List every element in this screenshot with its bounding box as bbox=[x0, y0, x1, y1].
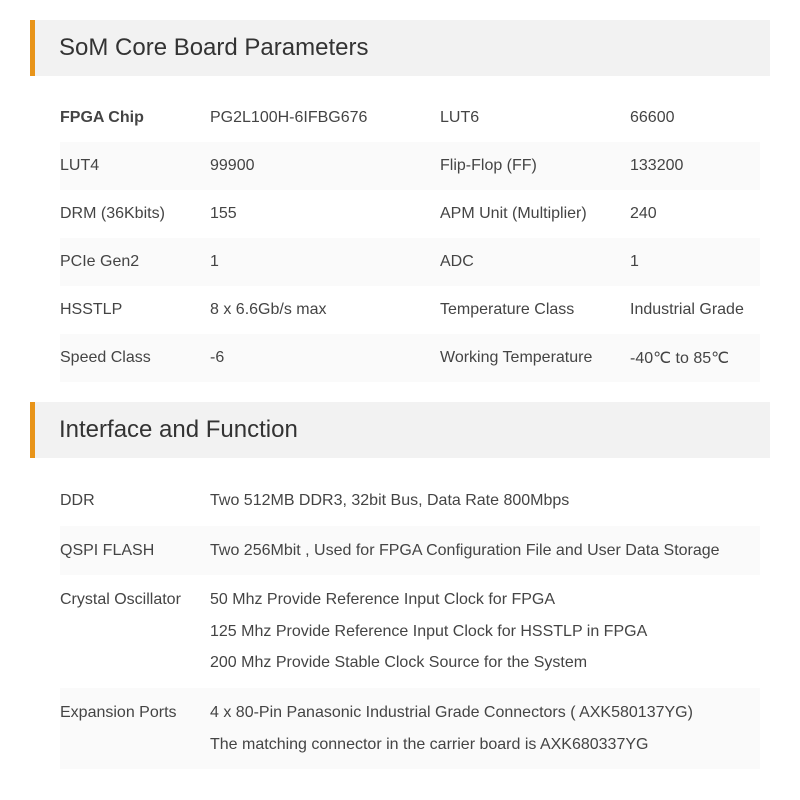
param-row: HSSTLP 8 x 6.6Gb/s max Temperature Class… bbox=[60, 286, 760, 334]
interface-table: DDR Two 512MB DDR3, 32bit Bus, Data Rate… bbox=[30, 476, 770, 769]
iface-line: Two 256Mbit , Used for FPGA Configuratio… bbox=[210, 540, 760, 562]
section-header-interface: Interface and Function bbox=[30, 402, 770, 458]
param-label: DRM (36Kbits) bbox=[60, 205, 210, 223]
param-value: Industrial Grade bbox=[630, 301, 760, 319]
iface-line: 125 Mhz Provide Reference Input Clock fo… bbox=[210, 621, 760, 643]
param-value: 1 bbox=[210, 253, 440, 271]
iface-line: The matching connector in the carrier bo… bbox=[210, 734, 760, 756]
param-row: FPGA Chip PG2L100H-6IFBG676 LUT6 66600 bbox=[60, 94, 760, 142]
iface-row: Expansion Ports 4 x 80-Pin Panasonic Ind… bbox=[60, 688, 760, 769]
section-header-params: SoM Core Board Parameters bbox=[30, 20, 770, 76]
param-row: LUT4 99900 Flip-Flop (FF) 133200 bbox=[60, 142, 760, 190]
iface-value: 50 Mhz Provide Reference Input Clock for… bbox=[210, 589, 760, 674]
section-title: Interface and Function bbox=[59, 416, 298, 444]
param-value: 66600 bbox=[630, 109, 760, 127]
param-label: Flip-Flop (FF) bbox=[440, 157, 630, 175]
param-label: Speed Class bbox=[60, 349, 210, 367]
params-table: FPGA Chip PG2L100H-6IFBG676 LUT6 66600 L… bbox=[30, 94, 770, 402]
iface-line: 4 x 80-Pin Panasonic Industrial Grade Co… bbox=[210, 702, 760, 724]
iface-row: Crystal Oscillator 50 Mhz Provide Refere… bbox=[60, 575, 760, 688]
param-value: 240 bbox=[630, 205, 760, 223]
iface-value: Two 512MB DDR3, 32bit Bus, Data Rate 800… bbox=[210, 490, 760, 512]
param-value: -6 bbox=[210, 349, 440, 367]
param-value: 155 bbox=[210, 205, 440, 223]
iface-label: Expansion Ports bbox=[60, 702, 210, 755]
param-label: FPGA Chip bbox=[60, 109, 210, 127]
iface-value: 4 x 80-Pin Panasonic Industrial Grade Co… bbox=[210, 702, 760, 755]
param-label: LUT6 bbox=[440, 109, 630, 127]
iface-label: Crystal Oscillator bbox=[60, 589, 210, 674]
param-label: PCIe Gen2 bbox=[60, 253, 210, 271]
param-label: ADC bbox=[440, 253, 630, 271]
param-label: HSSTLP bbox=[60, 301, 210, 319]
param-row: DRM (36Kbits) 155 APM Unit (Multiplier) … bbox=[60, 190, 760, 238]
iface-line: 200 Mhz Provide Stable Clock Source for … bbox=[210, 652, 760, 674]
iface-line: 50 Mhz Provide Reference Input Clock for… bbox=[210, 589, 760, 611]
iface-row: DDR Two 512MB DDR3, 32bit Bus, Data Rate… bbox=[60, 476, 760, 526]
param-value: 1 bbox=[630, 253, 760, 271]
param-value: 99900 bbox=[210, 157, 440, 175]
param-label: LUT4 bbox=[60, 157, 210, 175]
accent-bar bbox=[30, 402, 35, 458]
iface-label: DDR bbox=[60, 490, 210, 512]
param-label: Temperature Class bbox=[440, 301, 630, 319]
param-row: PCIe Gen2 1 ADC 1 bbox=[60, 238, 760, 286]
iface-line: Two 512MB DDR3, 32bit Bus, Data Rate 800… bbox=[210, 490, 760, 512]
param-value: 8 x 6.6Gb/s max bbox=[210, 301, 440, 319]
accent-bar bbox=[30, 20, 35, 76]
iface-row: QSPI FLASH Two 256Mbit , Used for FPGA C… bbox=[60, 526, 760, 576]
param-row: Speed Class -6 Working Temperature -40℃ … bbox=[60, 334, 760, 382]
param-value: PG2L100H-6IFBG676 bbox=[210, 109, 440, 127]
param-label: Working Temperature bbox=[440, 349, 630, 367]
iface-value: Two 256Mbit , Used for FPGA Configuratio… bbox=[210, 540, 760, 562]
section-title: SoM Core Board Parameters bbox=[59, 34, 368, 62]
param-label: APM Unit (Multiplier) bbox=[440, 205, 630, 223]
param-value: 133200 bbox=[630, 157, 760, 175]
param-value: -40℃ to 85℃ bbox=[630, 348, 760, 368]
iface-label: QSPI FLASH bbox=[60, 540, 210, 562]
